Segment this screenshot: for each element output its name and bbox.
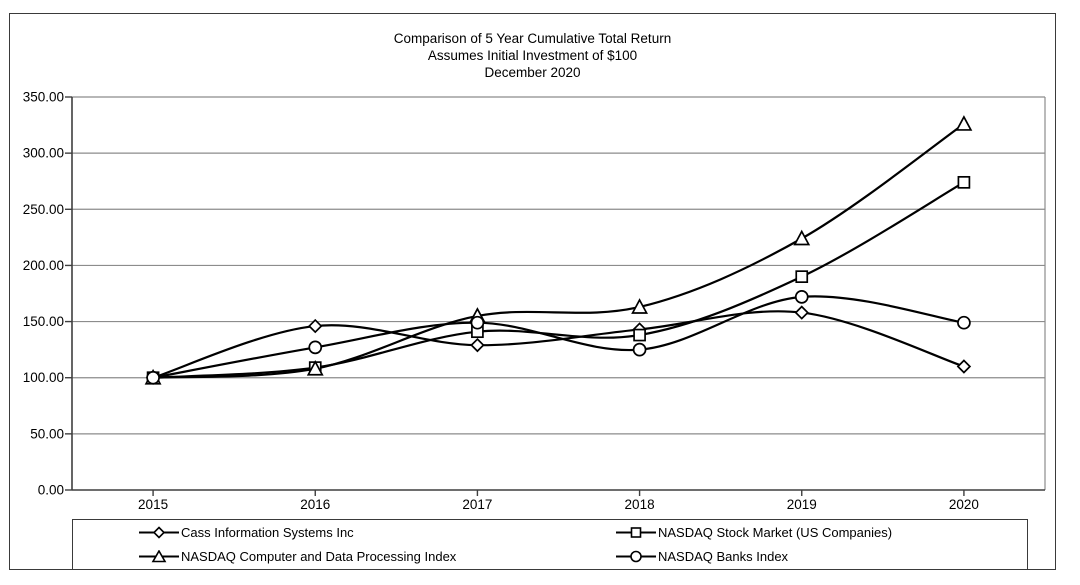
- data-point-square: [795, 270, 809, 284]
- series-line-2: [151, 122, 966, 379]
- y-tick-label: 350.00: [23, 90, 64, 105]
- diamond-marker-icon: [139, 526, 179, 539]
- x-tick-label: 2019: [787, 497, 817, 512]
- chart-subtitle: Assumes Initial Investment of $100: [427, 48, 638, 63]
- y-tick-label: 200.00: [23, 258, 64, 273]
- data-point-circle: [794, 290, 809, 304]
- chart-date-label: December 2020: [484, 65, 581, 80]
- legend-item-cass: Cass Information Systems Inc: [73, 525, 550, 540]
- circle-marker-icon: [616, 550, 656, 563]
- y-tick-label: 50.00: [30, 426, 64, 441]
- x-tick-label: 2016: [300, 497, 330, 512]
- legend-item-nasdaq-stock: NASDAQ Stock Market (US Companies): [550, 525, 1027, 540]
- data-point-triangle: [793, 229, 811, 246]
- data-point-circle: [957, 315, 971, 330]
- series-line-0: [151, 310, 966, 379]
- data-point-triangle: [306, 359, 324, 376]
- chart-title: Comparison of 5 Year Cumulative Total Re…: [393, 31, 672, 46]
- triangle-marker-icon: [139, 550, 179, 563]
- legend-label-nasdaq-computer: NASDAQ Computer and Data Processing Inde…: [181, 549, 457, 565]
- series-line-1: [151, 181, 966, 379]
- y-tick-label: 100.00: [23, 370, 64, 385]
- data-point-circle: [146, 370, 160, 385]
- data-point-square: [633, 328, 646, 342]
- chart-legend: Cass Information Systems Inc NASDAQ Stoc…: [72, 519, 1028, 570]
- legend-label-cass: Cass Information Systems Inc: [181, 524, 354, 540]
- legend-label-nasdaq-stock: NASDAQ Stock Market (US Companies): [658, 524, 893, 540]
- data-point-circle: [470, 315, 485, 330]
- data-point-circle: [632, 342, 647, 357]
- legend-label-nasdaq-banks: NASDAQ Banks Index: [658, 549, 789, 565]
- series-line-3: [151, 295, 966, 379]
- data-point-diamond: [308, 318, 323, 334]
- y-tick-label: 0.00: [38, 483, 64, 498]
- data-point-triangle: [955, 115, 973, 131]
- data-point-diamond: [470, 337, 485, 353]
- data-point-square: [957, 175, 971, 189]
- legend-item-nasdaq-banks: NASDAQ Banks Index: [550, 549, 1027, 564]
- y-tick-label: 300.00: [23, 146, 64, 161]
- legend-item-nasdaq-computer: NASDAQ Computer and Data Processing Inde…: [73, 549, 550, 564]
- square-marker-icon: [616, 526, 656, 538]
- data-point-circle: [308, 340, 323, 355]
- x-tick-label: 2017: [462, 497, 492, 512]
- x-tick-label: 2015: [138, 497, 168, 512]
- data-point-triangle: [631, 298, 649, 314]
- x-tick-label: 2018: [625, 497, 655, 512]
- figure-border: [9, 13, 1056, 570]
- y-tick-label: 150.00: [23, 314, 64, 329]
- x-tick-label: 2020: [949, 497, 979, 512]
- data-point-diamond: [956, 359, 972, 374]
- data-point-diamond: [794, 305, 809, 320]
- chart-title-block: Comparison of 5 Year Cumulative Total Re…: [9, 30, 1056, 81]
- y-tick-label: 250.00: [23, 202, 64, 217]
